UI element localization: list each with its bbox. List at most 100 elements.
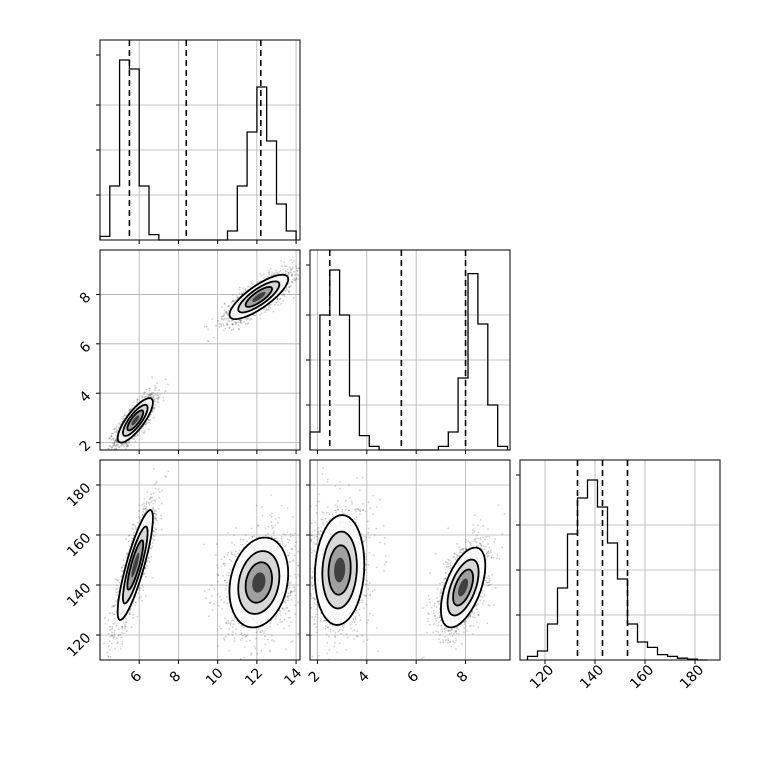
scatter-point — [115, 428, 118, 431]
scatter-point — [232, 328, 235, 331]
scatter-point — [238, 286, 241, 289]
scatter-point — [113, 441, 116, 444]
scatter-point — [225, 317, 228, 320]
scatter-point — [263, 632, 265, 634]
scatter-point — [291, 273, 294, 276]
scatter-point — [128, 409, 131, 412]
scatter-point — [276, 299, 279, 301]
scatter-point — [160, 517, 163, 520]
scatter-inner — [100, 460, 300, 671]
scatter-point — [134, 604, 137, 607]
scatter-point — [268, 273, 271, 276]
scatter-point — [111, 432, 113, 435]
scatter-point — [143, 573, 145, 575]
scatter-point — [157, 397, 160, 400]
scatter-point — [157, 508, 160, 510]
scatter-point — [153, 510, 156, 513]
scatter-point — [271, 512, 273, 515]
scatter-point — [125, 621, 127, 623]
scatter-point — [242, 291, 245, 294]
scatter-point — [110, 446, 113, 449]
scatter-point — [138, 516, 141, 519]
scatter-point — [115, 427, 118, 429]
scatter-point — [150, 395, 153, 398]
scatter-point — [307, 258, 309, 260]
scatter-point — [263, 277, 265, 280]
scatter-point — [207, 328, 210, 331]
density-fill-core — [252, 291, 266, 302]
scatter-point — [289, 285, 292, 288]
scatter-point — [147, 394, 150, 396]
scatter-point — [237, 321, 240, 324]
scatter-point — [121, 642, 124, 645]
scatter-point — [111, 625, 114, 628]
scatter-point — [234, 322, 237, 324]
scatter-point — [233, 300, 235, 303]
scatter-point — [238, 328, 241, 330]
scatter-point — [107, 619, 110, 622]
scatter-point — [141, 430, 143, 433]
scatter-point — [151, 545, 154, 548]
scatter-point — [155, 519, 158, 522]
scatter-point — [277, 521, 279, 524]
scatter-point — [238, 292, 241, 295]
scatter-point — [270, 494, 272, 496]
scatter-point — [251, 536, 254, 538]
scatter-point — [138, 589, 141, 591]
scatter-point — [106, 651, 109, 654]
scatter-point — [287, 592, 290, 595]
scatter-point — [134, 524, 136, 527]
scatter-point — [116, 642, 119, 645]
scatter-point — [111, 442, 114, 444]
scatter-panel-1 — [99, 459, 301, 671]
scatter-point — [274, 537, 276, 540]
scatter-point — [233, 640, 236, 643]
scatter-point — [220, 565, 223, 568]
scatter-point — [118, 586, 120, 589]
scatter-point — [136, 434, 139, 436]
scatter-point — [156, 392, 159, 394]
scatter-point — [286, 507, 289, 510]
scatter-point — [256, 281, 259, 283]
scatter-point — [293, 274, 296, 276]
scatter-point — [155, 528, 157, 531]
scatter-point — [150, 393, 153, 396]
scatter-point — [301, 270, 303, 272]
scatter-point — [109, 625, 112, 628]
scatter-point — [116, 593, 118, 596]
scatter-point — [152, 395, 155, 398]
scatter-point — [112, 432, 115, 435]
scatter-point — [123, 414, 126, 417]
scatter-point — [295, 265, 297, 268]
scatter-point — [226, 310, 228, 313]
scatter-point — [297, 632, 300, 635]
scatter-point — [227, 305, 230, 308]
scatter-point — [293, 590, 296, 592]
scatter-point — [152, 506, 155, 509]
scatter-point — [128, 408, 131, 411]
scatter-point — [291, 266, 294, 269]
contour-line — [121, 403, 149, 437]
scatter-point — [212, 602, 215, 605]
scatter-point — [138, 509, 141, 512]
scatter-point — [136, 400, 138, 402]
scatter-point — [116, 637, 118, 639]
scatter-point — [280, 504, 283, 507]
scatter-point — [227, 305, 230, 308]
scatter-point — [301, 277, 303, 279]
scatter-point — [116, 591, 119, 593]
panel-frame — [309, 249, 511, 451]
scatter-point — [228, 327, 231, 329]
scatter-point — [244, 318, 246, 320]
scatter-point — [148, 561, 151, 563]
scatter-point — [223, 638, 226, 641]
scatter-point — [217, 604, 220, 607]
scatter-point — [273, 273, 275, 276]
scatter-point — [220, 316, 223, 318]
scatter-point — [110, 669, 112, 671]
scatter-point — [122, 417, 125, 420]
scatter-point — [140, 595, 143, 598]
scatter-point — [217, 320, 219, 322]
scatter-point — [134, 526, 137, 529]
scatter-point — [254, 647, 257, 650]
